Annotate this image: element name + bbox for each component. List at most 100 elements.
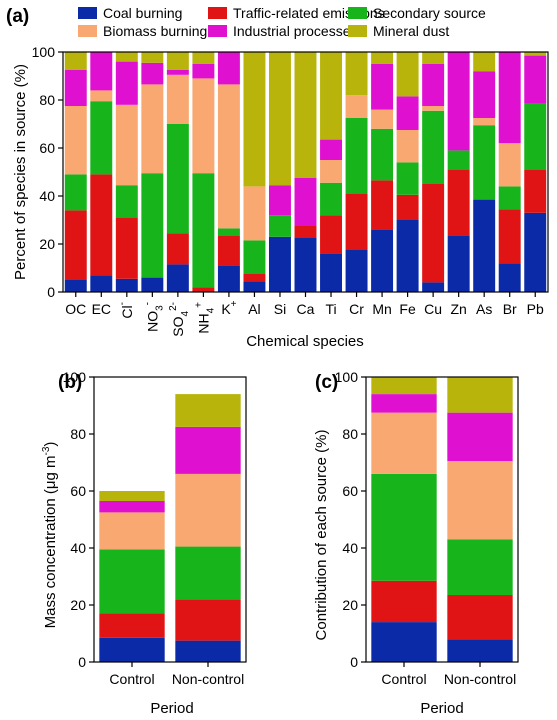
y-tick-label: 100	[32, 44, 56, 60]
bar-segment-cr-secondary-source	[345, 118, 368, 194]
bar-segment-mn-traffic-related-emissions	[371, 180, 394, 230]
x-axis-label-b: Period	[150, 700, 193, 717]
bar-segment-non-control-traffic-related-emissions	[175, 599, 241, 641]
bar-segment-k-secondary-source	[217, 228, 240, 236]
bar-segment-cr-traffic-related-emissions	[345, 193, 368, 250]
bar-segment-ca-mineral-dust	[294, 52, 317, 178]
legend: Coal burning Traffic-related emissionsSec…	[78, 5, 486, 39]
bar-segment-control-secondary-source	[99, 549, 165, 614]
panel-a-tag: (a)	[6, 6, 29, 27]
x-tick-label-as: As	[476, 301, 492, 317]
x-tick-label-control: Control	[381, 671, 426, 687]
bar-segment-as-secondary-source	[473, 125, 496, 200]
bar-segment-non-control-industrial-processes	[175, 426, 241, 474]
bar-segment-as-coal-burning	[473, 199, 496, 292]
x-tick-label-ca: Ca	[297, 301, 315, 317]
bar-segment-ca-traffic-related-emissions	[294, 226, 317, 238]
bar-segment-al-traffic-related-emissions	[243, 274, 266, 282]
bar-segment-cu-secondary-source	[422, 110, 445, 184]
bar-segment-ti-mineral-dust	[320, 52, 342, 140]
plot-frame	[365, 376, 519, 663]
bar-segment-ti-secondary-source	[320, 182, 342, 216]
bar-segment-pb-traffic-related-emissions	[524, 169, 547, 213]
x-tick-label-mn: Mn	[372, 301, 391, 317]
bar-segment-zn-industrial-processes	[447, 52, 470, 151]
bar-segment-mn-mineral-dust	[371, 52, 394, 64]
bar-segment-si-industrial-processes	[269, 185, 291, 216]
bar-segment-control-mineral-dust	[371, 377, 437, 395]
bar-segment-cu-coal-burning	[422, 282, 445, 292]
y-axis-label-a: Percent of species in source (%)	[12, 64, 29, 280]
x-tick-label-pb: Pb	[527, 301, 544, 317]
bar-segment-no3-coal-burning	[141, 277, 164, 292]
x-tick-label-fe: Fe	[399, 301, 416, 317]
bar-segment-non-control-secondary-source	[447, 539, 513, 596]
bar-segment-so42-industrial-processes	[166, 70, 189, 75]
x-tick-label-so42: SO42-	[168, 302, 191, 337]
y-tick-label: 100	[63, 369, 87, 385]
bar-segment-control-coal-burning	[371, 622, 437, 662]
bar-segment-zn-traffic-related-emissions	[447, 169, 470, 236]
x-tick-label-si: Si	[274, 301, 286, 317]
bar-segment-cl-coal-burning	[115, 278, 138, 292]
bar-segment-k-coal-burning	[217, 265, 240, 292]
panel-b: (b) 0 20 40 60 80 100 Control Non-control Mass …	[41, 369, 247, 717]
y-tick-label: 20	[342, 597, 358, 613]
bar-segment-oc-traffic-related-emissions	[64, 210, 87, 280]
bar-segment-non-control-mineral-dust	[175, 394, 241, 427]
bar-segment-si-mineral-dust	[269, 52, 291, 186]
y-tick-label: 0	[350, 654, 358, 670]
bar-segment-oc-mineral-dust	[64, 52, 87, 70]
bar-segment-pb-mineral-dust	[524, 52, 547, 56]
bar-segment-mn-secondary-source	[371, 128, 394, 181]
bar-segment-zn-coal-burning	[447, 235, 470, 292]
bar-segment-so42-coal-burning	[166, 264, 189, 292]
bar-segment-nh4-biomass-burning	[192, 78, 215, 174]
x-tick-label-cl: Cl-	[117, 302, 135, 319]
bar-segment-si-coal-burning	[269, 236, 291, 292]
y-tick-label: 80	[39, 92, 55, 108]
bar-segment-br-traffic-related-emissions	[498, 209, 521, 264]
bar-segment-ec-secondary-source	[90, 101, 113, 175]
bar-segment-br-secondary-source	[498, 186, 521, 210]
bar-segment-ti-traffic-related-emissions	[320, 215, 342, 254]
bar-segment-so42-secondary-source	[166, 124, 189, 234]
bar-segment-fe-traffic-related-emissions	[396, 194, 419, 220]
x-tick-label-nh4: NH4+	[193, 302, 216, 334]
bar-segment-fe-biomass-burning	[396, 130, 419, 163]
bar-segment-pb-industrial-processes	[524, 55, 547, 104]
bar-segment-non-control-secondary-source	[175, 546, 241, 600]
panel-a: (a) Coal burning Traffic-related emission…	[6, 5, 549, 350]
bar-segment-cr-mineral-dust	[345, 52, 368, 96]
y-axis-label-b: Mass concentration (μg m-3)	[41, 442, 59, 629]
bar-segment-ca-coal-burning	[294, 238, 317, 292]
y-tick-label: 40	[70, 540, 86, 556]
bar-segment-al-biomass-burning	[243, 186, 266, 241]
x-tick-label-al: Al	[248, 301, 260, 317]
legend-swatch-secondary-source	[348, 7, 367, 19]
legend-label-industrial-processes: Industrial processes	[233, 23, 358, 39]
bar-segment-oc-industrial-processes	[64, 70, 87, 106]
bar-segment-ti-biomass-burning	[320, 160, 342, 183]
y-tick-label: 60	[39, 140, 55, 156]
y-tick-label: 20	[39, 236, 55, 252]
bar-segment-zn-secondary-source	[447, 150, 470, 170]
bar-segment-as-biomass-burning	[473, 118, 496, 126]
bar-segment-fe-secondary-source	[396, 162, 419, 195]
bar-segment-cl-mineral-dust	[115, 52, 138, 62]
bar-segment-mn-coal-burning	[371, 229, 394, 292]
x-tick-label-non-control: Non-control	[444, 671, 516, 687]
bar-segment-as-mineral-dust	[473, 52, 496, 72]
bar-segment-ec-biomass-burning	[90, 90, 113, 102]
bar-segment-non-control-traffic-related-emissions	[447, 595, 513, 640]
bar-segment-cl-secondary-source	[115, 185, 138, 218]
panel-b-tag: (b)	[58, 372, 82, 393]
bar-segment-control-coal-burning	[99, 637, 165, 662]
bar-segment-no3-mineral-dust	[141, 52, 164, 63]
legend-label-coal-burning: Coal burning	[103, 5, 182, 21]
legend-swatch-industrial-processes	[208, 25, 227, 37]
bar-segment-ca-industrial-processes	[294, 178, 317, 226]
x-tick-label-zn: Zn	[450, 301, 466, 317]
bar-segment-control-secondary-source	[371, 473, 437, 581]
bar-segment-cu-mineral-dust	[422, 52, 445, 64]
